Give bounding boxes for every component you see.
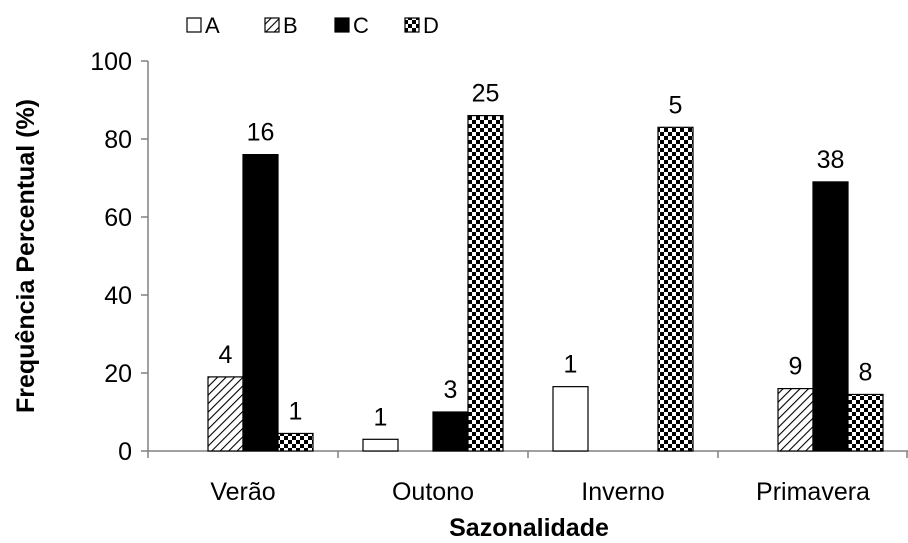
bar-D-Inverno	[657, 126, 694, 452]
y-tick-label: 40	[104, 282, 132, 310]
data-label-C-Verão: 16	[247, 119, 275, 147]
bar-B-Primavera	[777, 388, 814, 452]
data-label-D-Primavera: 8	[859, 358, 873, 386]
y-tick-label: 0	[118, 438, 132, 466]
y-tick-label: 60	[104, 204, 132, 232]
data-labels: 1 1 4 9 16 3 38 1 25 5 8	[219, 80, 873, 432]
data-label-D-Inverno: 5	[669, 91, 683, 119]
bar-B-Verão	[207, 376, 244, 452]
bar-A-Inverno	[552, 386, 589, 452]
data-label-B-Verão: 4	[219, 341, 233, 369]
data-label-A-Inverno: 1	[564, 351, 578, 379]
y-tick-label: 20	[104, 360, 132, 388]
x-tick-label: Verão	[210, 478, 275, 506]
x-axis-title: Sazonalidade	[449, 514, 609, 542]
legend-label-A: A	[205, 13, 220, 38]
legend-swatch-A	[186, 17, 202, 33]
x-tick-label: Outono	[392, 478, 474, 506]
bar-D-Outono	[467, 114, 504, 452]
bars	[207, 114, 884, 452]
legend-swatch-B	[264, 17, 280, 33]
legend-label-D: D	[423, 13, 439, 38]
data-label-C-Outono: 3	[444, 376, 458, 404]
y-tick-label: 80	[104, 126, 132, 154]
y-axis-title: Frequência Percentual (%)	[12, 99, 40, 413]
bar-C-Verão	[242, 154, 279, 452]
data-label-C-Primavera: 38	[817, 146, 845, 174]
legend-swatch-D	[404, 17, 420, 33]
x-tick-label: Inverno	[581, 478, 664, 506]
x-axis: Verão Outono Inverno Primavera	[147, 450, 908, 506]
bar-C-Outono	[432, 411, 469, 452]
legend-label-B: B	[283, 13, 298, 38]
legend-swatch-C	[334, 17, 350, 33]
data-label-A-Outono: 1	[374, 403, 388, 431]
legend: A B C D	[186, 13, 439, 38]
bar-A-Outono	[362, 438, 399, 452]
data-label-B-Primavera: 9	[789, 353, 803, 381]
bar-D-Verão	[277, 432, 314, 452]
legend-label-C: C	[353, 13, 369, 38]
bar-D-Primavera	[847, 393, 884, 452]
x-tick-label: Primavera	[756, 478, 870, 506]
data-label-D-Outono: 25	[472, 80, 500, 108]
data-label-D-Verão: 1	[289, 397, 303, 425]
y-tick-label: 100	[90, 48, 132, 76]
bar-C-Primavera	[812, 181, 849, 452]
y-axis: 0 20 40 60 80 100	[90, 48, 149, 466]
